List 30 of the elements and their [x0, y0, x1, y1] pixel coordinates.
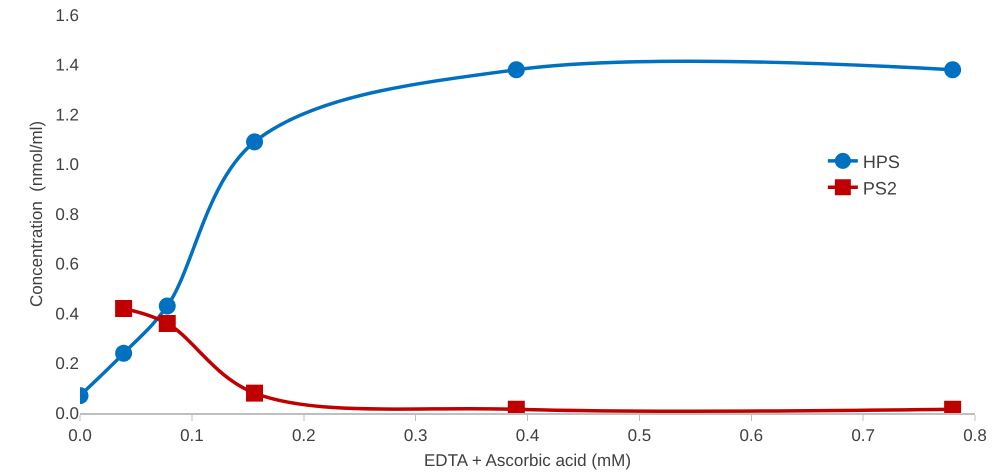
legend-label: HPS	[862, 152, 900, 172]
x-axis-title: EDTA + Ascorbic acid (mM)	[424, 451, 632, 470]
y-tick-label: 0.2	[55, 354, 79, 374]
legend-label: PS2	[862, 178, 897, 198]
point	[115, 344, 132, 362]
y-tick-label: 1.0	[55, 155, 79, 174]
x-tick-label: 0.5	[628, 426, 652, 446]
y-tick-label: 0.4	[55, 304, 79, 324]
point	[158, 314, 176, 332]
y-tick-label: 0.8	[55, 204, 79, 224]
point	[115, 300, 132, 318]
point	[944, 61, 962, 78]
point	[246, 133, 264, 150]
y-tick-label: 1.6	[55, 6, 79, 25]
x-tick-label: 0.3	[404, 426, 428, 446]
x-tick-label: 0.1	[180, 426, 204, 446]
x-tick-label: 0.0	[68, 426, 92, 446]
y-tick-label: 1.2	[55, 105, 79, 124]
x-tick-label: 0.6	[739, 426, 764, 446]
point	[246, 384, 264, 402]
y-tick-label: 1.4	[55, 56, 79, 75]
point	[508, 61, 525, 78]
y-tick-label: 0.0	[55, 404, 79, 423]
x-tick-label: 0.4	[516, 426, 540, 446]
point	[158, 298, 176, 315]
y-axis-title: Concentration (nmol/ml)	[26, 120, 46, 308]
x-tick-label: 0.7	[851, 426, 875, 446]
x-tick-label: 0.8	[963, 426, 987, 446]
y-tick-label: 0.6	[55, 254, 79, 274]
x-tick-label: 0.2	[292, 426, 316, 446]
